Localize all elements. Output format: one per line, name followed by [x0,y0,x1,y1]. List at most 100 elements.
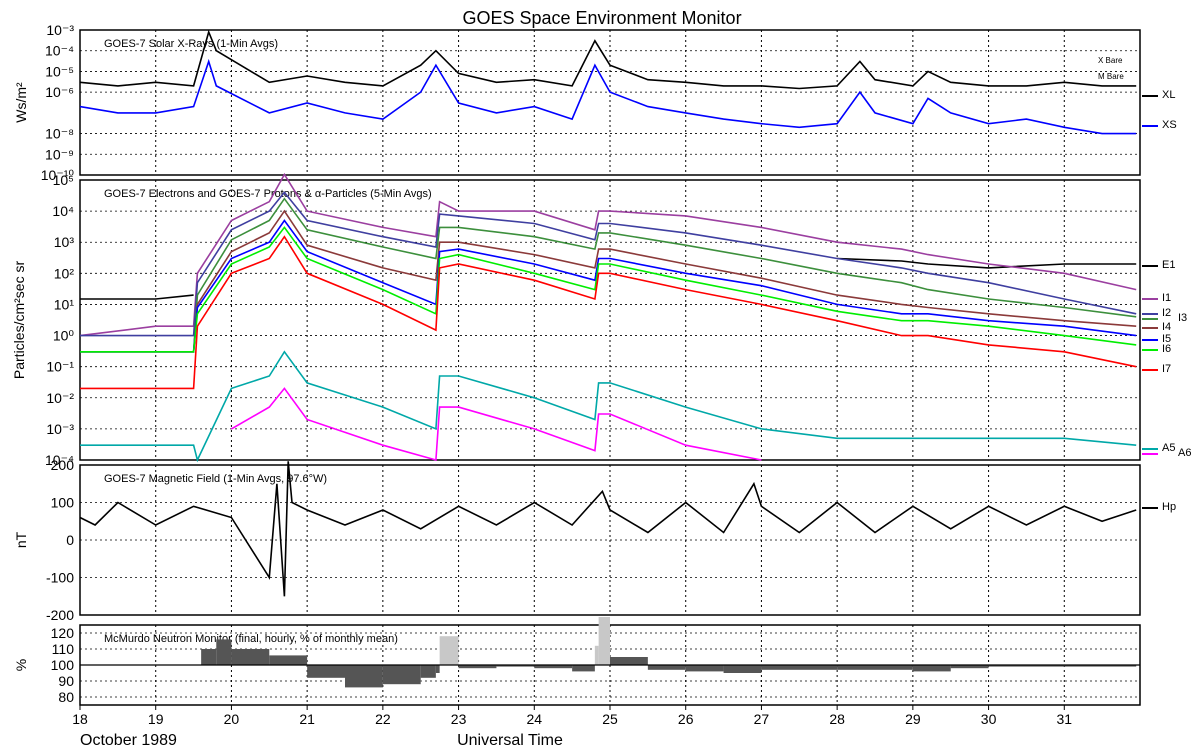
y-tick-label: 10⁻⁴ [45,43,74,59]
series-E1 [80,257,1137,300]
panel-title: GOES-7 Solar X-Rays (1-Min Avgs) [104,38,278,50]
panel-title: McMurdo Neutron Monitor (final, hourly, … [104,633,398,645]
series-I6 [80,226,1137,353]
x-tick-label: 24 [526,711,542,727]
y-tick-label: 100 [51,657,75,673]
y-tick-label: 10⁵ [53,172,74,188]
y-tick-label: 10⁻⁴ [45,452,74,468]
y-tick-label: 10⁻⁹ [45,146,74,162]
y-tick-label: 110 [52,641,75,657]
y-axis-label: Ws/m² [13,82,29,123]
series-A5 [80,350,1137,463]
neutron-bar [837,665,913,670]
series-I3 [80,197,1137,353]
y-axis-label: % [13,659,29,671]
neutron-bar [345,665,383,688]
neutron-bar [231,649,270,665]
series-label-I3: I3 [1178,312,1187,324]
x-axis-title: Universal Time [457,732,563,749]
neutron-bar [534,665,573,669]
y-tick-label: 10⁻³ [46,421,74,437]
series-label-I6: I6 [1162,343,1171,355]
neutron-bar [572,665,595,672]
x-tick-label: 23 [451,711,467,727]
panel-title: GOES-7 Electrons and GOES-7 Protons & α-… [104,188,432,200]
y-tick-label: 10² [54,265,75,281]
panel-2: 10⁵ 10⁴ 10³ 10² 10¹ 10⁰ 10⁻¹ 10⁻² 10⁻³ 10⁻⁴ GOES-7… [11,172,1141,468]
series-label-A5: A5 [1162,442,1175,454]
series-label-XS: XS [1162,119,1177,131]
y-tick-label: 120 [51,625,75,641]
neutron-bar [761,665,838,670]
series-XS [79,58,1137,135]
y-tick-label: 0 [66,532,74,548]
neutron-bar [420,665,436,678]
series-I4 [80,209,1137,353]
threshold-label: M Bare [1098,72,1124,81]
series-label-A6: A6 [1178,447,1191,459]
x-tick-label: 28 [829,711,845,727]
y-tick-label: 10⁻⁶ [45,84,74,100]
y-tick-label: 200 [51,457,75,473]
neutron-bar [988,665,1065,667]
neutron-bar [216,639,232,665]
x-tick-label: 22 [375,711,391,727]
neutron-bar [1064,665,1137,667]
x-tick-label: 31 [1056,711,1072,727]
y-tick-label: 10⁻¹ [46,359,74,375]
series-label-I4: I4 [1162,321,1171,333]
panel-title: GOES-7 Magnetic Field (1-Min Avgs, 97.6°… [104,473,327,485]
series-I1 [79,172,1137,337]
neutron-bar [950,665,989,669]
neutron-bar [269,655,308,665]
neutron-bar [201,649,217,665]
y-tick-label: 10¹ [54,296,75,312]
date-label: October 1989 [80,732,177,749]
y-tick-label: 10⁻⁸ [45,126,74,142]
neutron-bar [382,665,421,685]
x-tick-label: 19 [148,711,164,727]
y-tick-label: -200 [46,607,74,623]
panel-3: 200 100 0 -100 -200 GOES-7 Magnetic Field (1-… [13,457,1141,623]
y-tick-label: 100 [51,495,75,511]
neutron-bar [598,617,610,665]
neutron-bar [594,645,599,665]
y-axis-label: nT [13,531,29,548]
y-axis-label: Particles/cm²sec sr [11,261,27,380]
x-tick-label: 20 [224,711,240,727]
series-I2 [80,191,1137,337]
neutron-bar [439,636,459,665]
y-tick-label: 10³ [54,234,75,250]
neutron-bar [685,665,724,672]
panel-1: 10⁻³ 10⁻⁴ 10⁻⁵ 10⁻⁶ 10⁻⁸ 10⁻⁹ 10⁻¹⁰ GOES-7 Sola… [13,22,1141,183]
neutron-bar [610,657,648,665]
neutron-bar [458,665,497,669]
chart-panels: 10⁻³ 10⁻⁴ 10⁻⁵ 10⁻⁶ 10⁻⁸ 10⁻⁹ 10⁻¹⁰ GOES-7 Sola… [11,22,1191,706]
neutron-bar [647,665,686,670]
series-A6 [231,387,762,462]
neutron-bar [723,665,762,673]
x-tick-label: 30 [981,711,997,727]
series-I5 [80,219,1137,353]
y-tick-label: 10⁴ [52,203,74,219]
y-tick-label: 90 [58,673,74,689]
neutron-bar [912,665,951,672]
x-tick-label: 18 [72,711,88,727]
series-label-I1: I1 [1162,292,1171,304]
neutron-bar [496,665,535,667]
x-tick-label: 25 [602,711,618,727]
y-tick-label: 10⁰ [53,328,75,344]
y-tick-label: 80 [58,689,74,705]
x-tick-label: 29 [905,711,921,727]
neutron-bar [435,665,440,673]
series-label-I2: I2 [1162,307,1171,319]
x-axis: 18 19 20 21 22 23 24 25 26 27 28 29 30 31 [72,705,1072,727]
series-label-Hp: Hp [1162,501,1176,513]
series-Hp [79,461,1137,597]
series-XL [79,29,1137,90]
y-tick-label: 10⁻⁵ [45,63,74,79]
page-title: GOES Space Environment Monitor [462,8,741,28]
